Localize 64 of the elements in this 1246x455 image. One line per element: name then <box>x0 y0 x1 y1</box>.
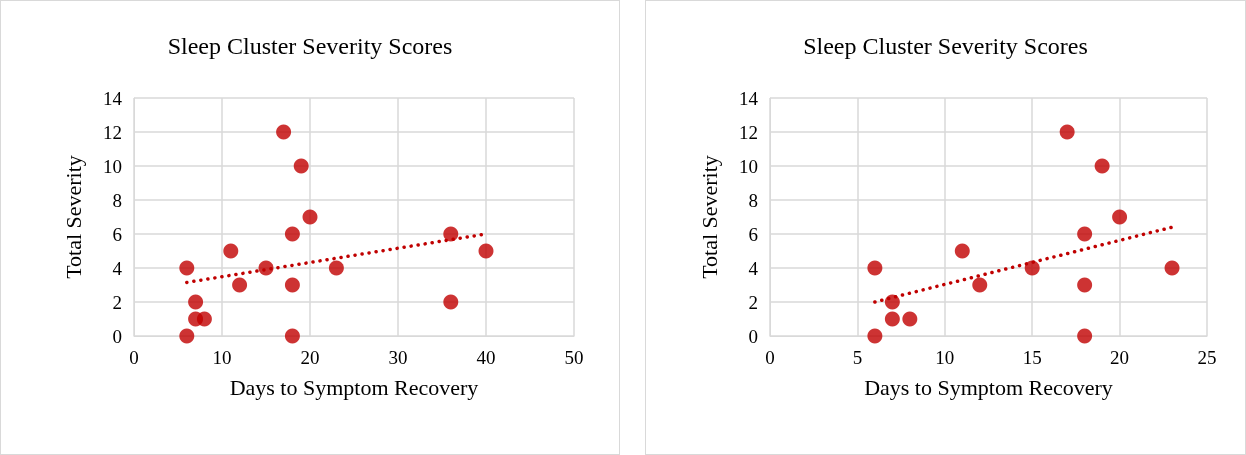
point <box>1164 260 1180 276</box>
point <box>1024 260 1040 276</box>
point <box>1077 328 1093 344</box>
x-tick-label: 20 <box>300 347 320 368</box>
y-tick-label: 0 <box>748 325 758 347</box>
point <box>1112 209 1128 225</box>
point <box>1077 277 1093 293</box>
point <box>443 226 459 242</box>
point <box>478 243 494 259</box>
point <box>223 243 239 259</box>
x-tick-label: 0 <box>129 347 139 368</box>
y-tick-label: 12 <box>739 121 758 143</box>
chart-title: Sleep Cluster Severity Scores <box>167 33 453 59</box>
y-tick-label: 2 <box>112 291 122 313</box>
point <box>232 277 248 293</box>
point <box>443 294 459 310</box>
x-tick-label: 5 <box>852 347 863 368</box>
x-axis-title: Days to Symptom Recovery <box>864 374 1113 400</box>
point <box>302 209 318 225</box>
x-tick-label: 40 <box>476 347 496 368</box>
x-axis-title: Days to Symptom Recovery <box>229 374 479 400</box>
point <box>867 260 883 276</box>
y-tick-label: 6 <box>112 223 122 245</box>
point <box>196 311 212 327</box>
y-tick-label: 10 <box>103 155 122 177</box>
y-tick-label: 2 <box>748 291 758 313</box>
point <box>284 226 300 242</box>
y-tick-label: 10 <box>739 155 758 177</box>
point <box>867 328 883 344</box>
chart-title: Sleep Cluster Severity Scores <box>803 33 1088 59</box>
point <box>276 124 292 140</box>
y-tick-label: 4 <box>112 257 123 279</box>
point <box>1094 158 1110 174</box>
x-tick-label: 25 <box>1197 347 1217 368</box>
point <box>1059 124 1075 140</box>
x-tick-label: 10 <box>212 347 232 368</box>
point <box>284 277 300 293</box>
point <box>954 243 970 259</box>
point <box>179 328 195 344</box>
point <box>902 311 918 327</box>
point <box>284 328 300 344</box>
point <box>972 277 988 293</box>
point <box>188 294 204 310</box>
y-tick-label: 0 <box>112 325 122 347</box>
point <box>328 260 344 276</box>
x-tick-label: 20 <box>1110 347 1130 368</box>
y-axis-title: Total Severity <box>60 155 86 279</box>
y-tick-label: 12 <box>103 121 122 143</box>
y-tick-label: 14 <box>739 87 759 109</box>
point <box>293 158 309 174</box>
y-tick-label: 4 <box>748 257 759 279</box>
x-tick-label: 0 <box>765 347 775 368</box>
point <box>179 260 195 276</box>
y-tick-label: 14 <box>103 87 123 109</box>
point <box>884 311 900 327</box>
y-tick-label: 8 <box>112 189 122 211</box>
x-tick-label: 15 <box>1022 347 1042 368</box>
y-tick-label: 6 <box>748 223 758 245</box>
y-axis-title: Total Severity <box>696 155 722 279</box>
x-tick-label: 30 <box>388 347 408 368</box>
x-tick-label: 10 <box>935 347 955 368</box>
point <box>1077 226 1093 242</box>
y-tick-label: 8 <box>748 189 758 211</box>
x-tick-label: 50 <box>564 347 584 368</box>
